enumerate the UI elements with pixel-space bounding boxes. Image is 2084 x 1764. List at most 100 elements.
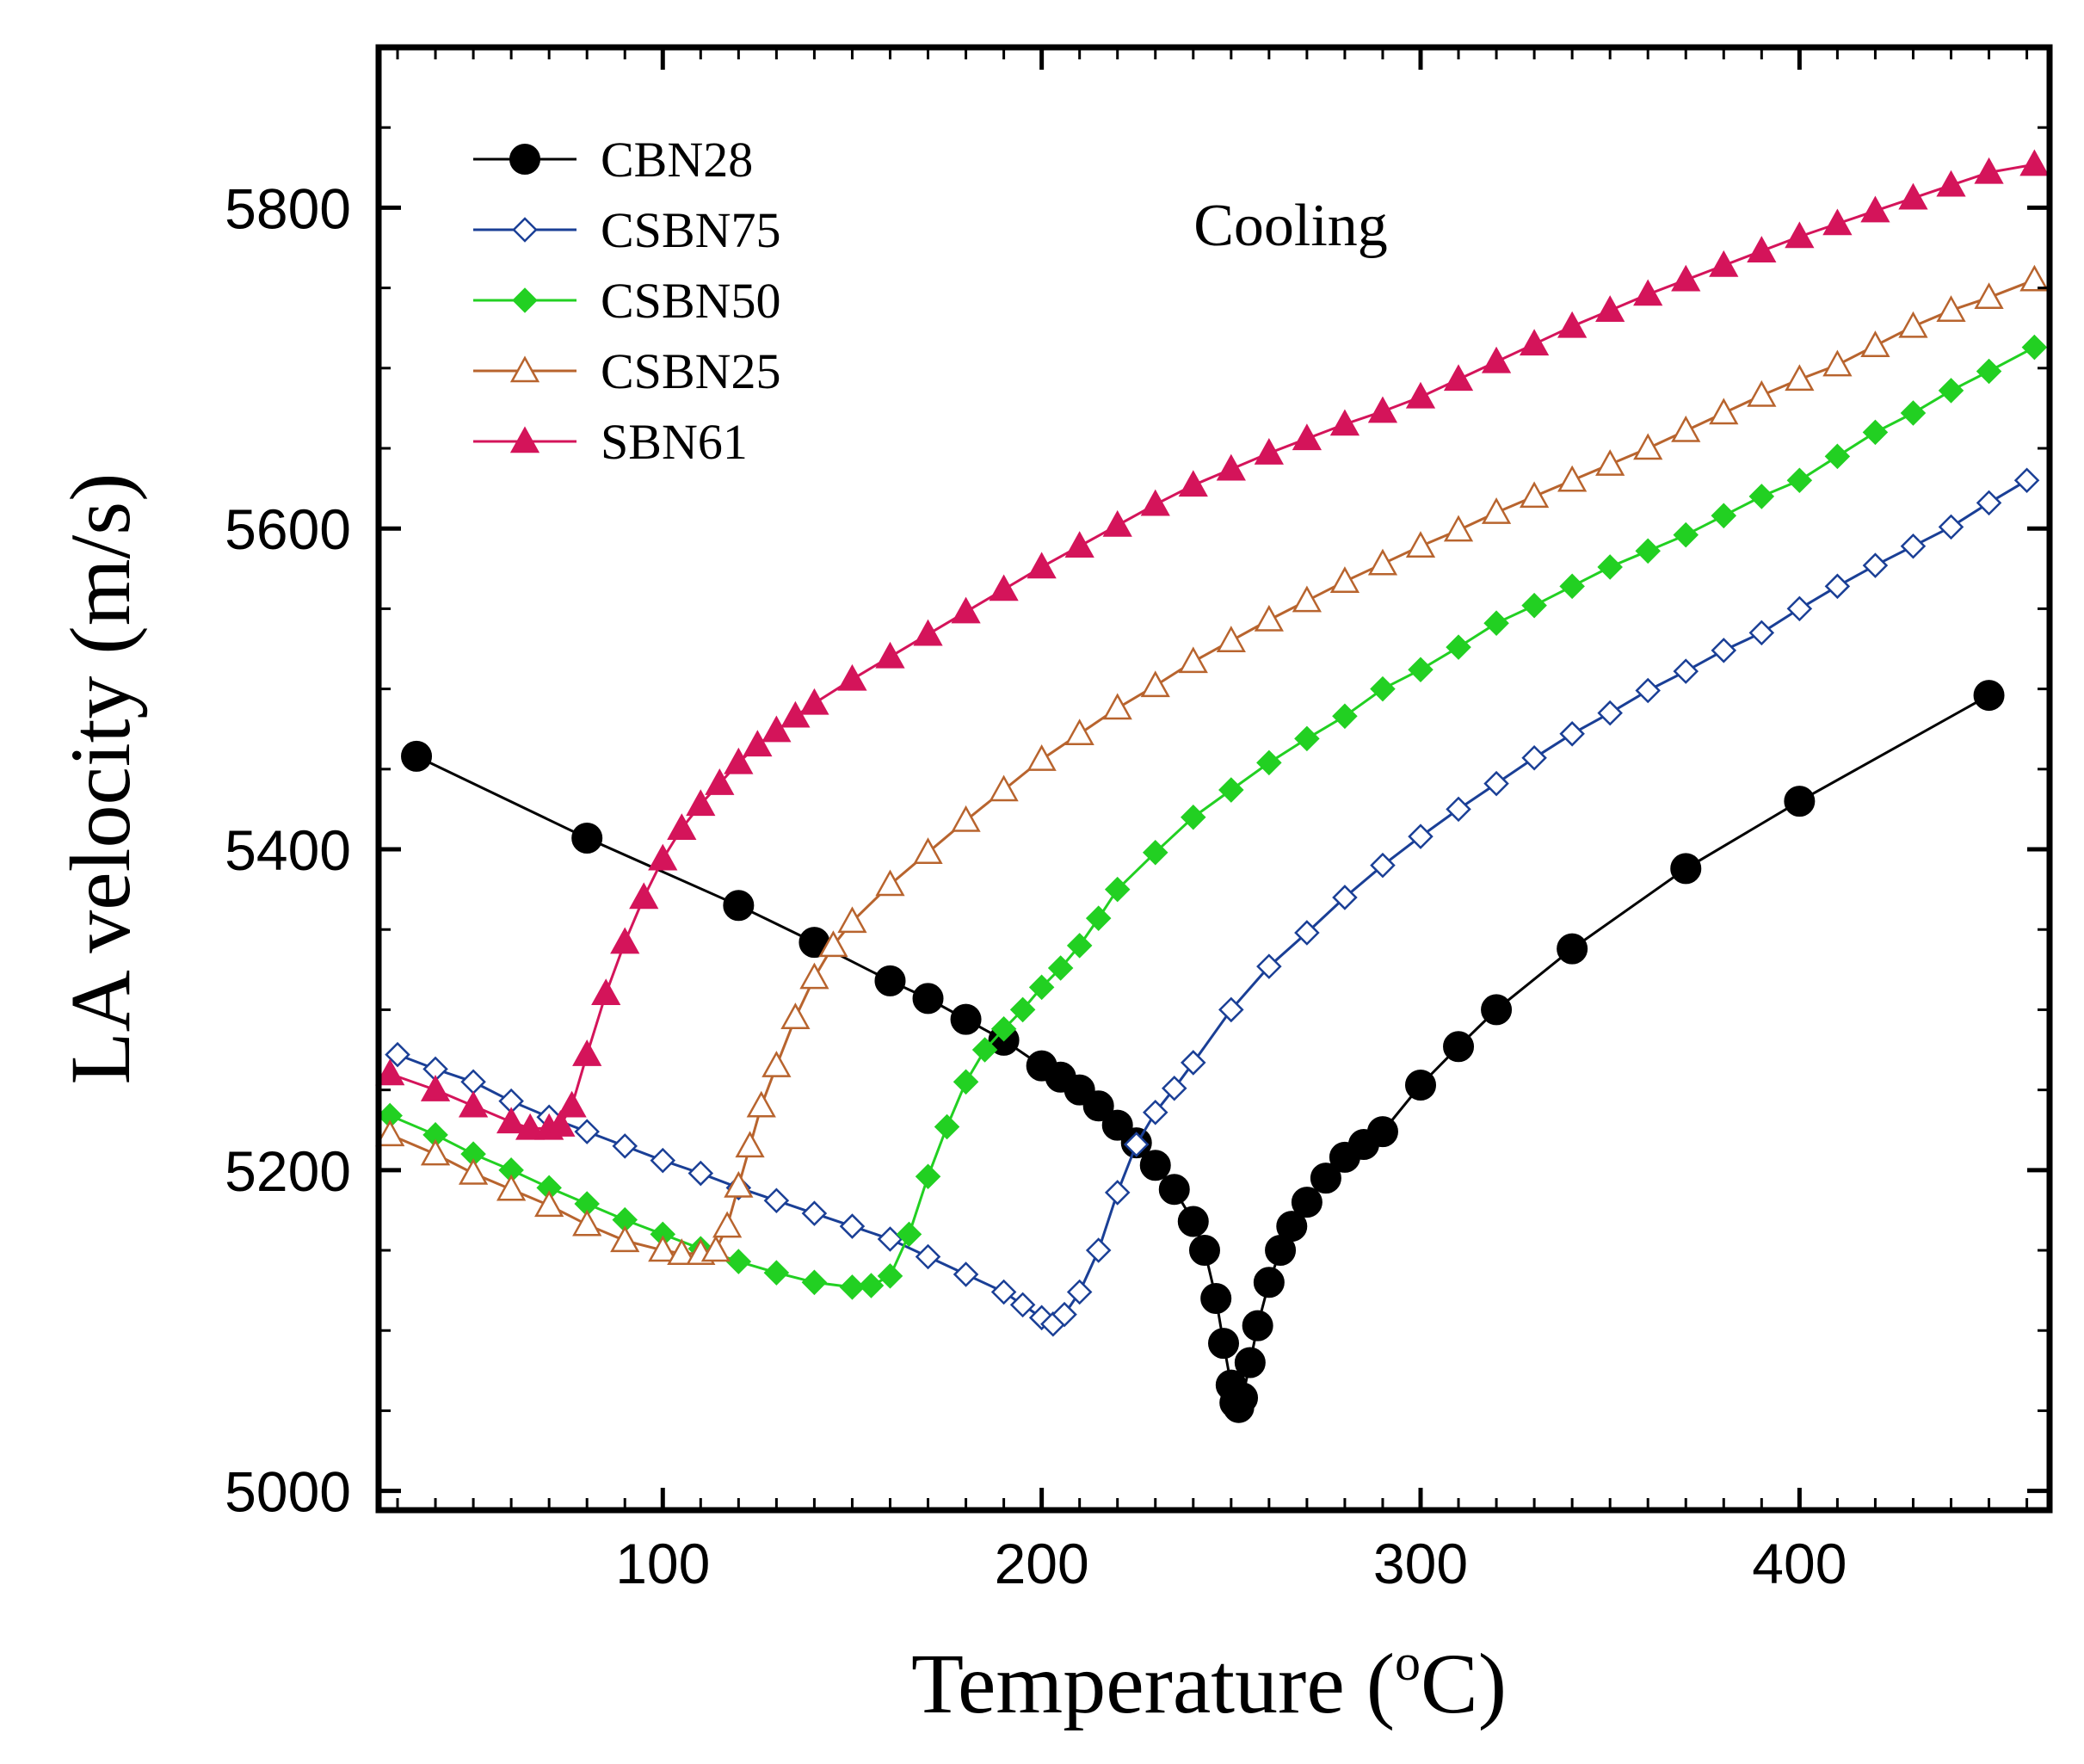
data-point [1936,170,1966,197]
data-point [1367,548,1398,576]
data-point [1188,1235,1220,1267]
data-point [761,715,792,743]
data-point [572,1209,602,1237]
legend-entry-csbn25: CSBN25 [473,343,781,399]
data-point [725,1249,752,1274]
x-axis-title-main: Temperature ( [911,1636,1395,1731]
data-point [1936,295,1966,322]
data-point [1405,381,1436,409]
data-point [705,768,735,795]
data-point [1027,744,1057,771]
data-point [700,1235,731,1262]
legend-label: CSBN75 [601,202,781,258]
data-point [1976,358,2002,385]
data-point [1329,566,1360,593]
data-point [990,1016,1017,1042]
data-point [724,747,754,774]
legend-label: CBN28 [601,132,753,188]
data-point [801,1200,828,1226]
data-point [1370,852,1396,879]
data-point [572,1039,602,1066]
data-point [1227,1382,1259,1414]
data-point [743,730,773,757]
data-point [1332,703,1358,730]
y-tick-label: 5000 [225,1460,351,1524]
data-point [557,1090,587,1118]
data-point [874,965,906,996]
data-point [1900,400,1927,426]
data-point [1310,1163,1341,1194]
data-point [1256,749,1282,776]
data-point [1294,725,1320,752]
data-point [1446,634,1471,660]
data-point [1254,604,1284,632]
data-point [375,1058,405,1086]
data-point [877,1226,903,1252]
data-point [1597,554,1623,580]
data-point [839,1274,866,1300]
x-tick-label: 400 [1752,1532,1847,1595]
data-point [1200,1282,1232,1314]
data-point [1216,626,1246,652]
data-point [1216,453,1246,481]
data-point [1784,786,1816,817]
series-csbn25 [375,264,2050,1266]
data-point [1234,1347,1266,1379]
data-point [2019,264,2050,292]
data-point [1256,953,1282,979]
data-point [1292,423,1323,451]
data-point [401,740,433,772]
data-point [458,1090,489,1118]
data-point [1748,620,1775,646]
series-sbn61 [375,149,2050,1140]
data-point [1158,1174,1190,1206]
data-point [375,1119,405,1147]
data-point [1405,531,1436,558]
data-point [1443,1031,1475,1063]
data-point [1101,1109,1133,1141]
data-point [1670,853,1702,885]
legend-marker [509,144,540,175]
data-point [1208,1328,1240,1360]
data-point [1860,330,1890,357]
data-point [1709,250,1739,277]
data-point [1051,1301,1077,1328]
data-point [1291,1187,1323,1218]
data-point [420,1138,451,1166]
data-point [1178,646,1208,674]
data-point [712,1211,743,1238]
data-point [818,930,848,958]
legend-entry-cbn28: CBN28 [473,132,753,188]
data-point [1595,295,1625,322]
data-point [2021,334,2048,361]
data-point [801,1269,828,1296]
data-point [385,1041,410,1068]
data-point [1898,311,1928,338]
data-point [1938,514,1964,540]
data-point [667,1238,697,1266]
y-tick-labels: 5000 5200 5400 5600 5800 [225,176,351,1523]
data-point [763,1260,790,1286]
data-point [1047,955,1074,981]
data-point [1332,885,1358,910]
data-point [839,1213,866,1239]
data-point [1446,796,1471,823]
x-tick-label: 300 [1373,1532,1468,1595]
data-point [686,789,716,817]
cooling-annotation: Cooling [1193,193,1388,259]
data-point [951,596,981,624]
data-point [780,700,811,728]
data-point [1218,996,1244,1023]
legend-entry-csbn75: CSBN75 [473,202,781,258]
data-point [896,1221,922,1248]
data-point [546,1110,576,1137]
data-point [799,688,829,715]
data-point [1102,693,1132,720]
legend-label: CSBN50 [601,273,781,329]
data-point [1483,770,1509,797]
y-tick-label: 5600 [225,497,351,561]
data-point [1711,638,1737,663]
data-point [1370,675,1396,702]
data-point [612,1133,638,1159]
legend-label: CSBN25 [601,343,781,399]
